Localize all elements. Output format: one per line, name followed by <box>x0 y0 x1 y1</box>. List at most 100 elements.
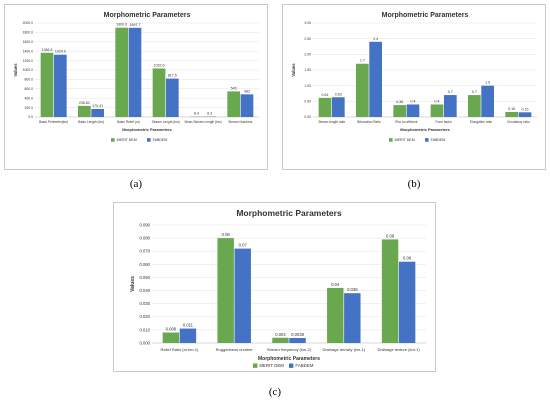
y-axis-label: Values <box>291 63 296 77</box>
x-tick-label: Bifurcation Ratio <box>357 120 381 124</box>
bar-merit-dem <box>318 97 332 117</box>
x-tick-label: Rho co-efficient <box>395 120 417 124</box>
chart-panel-a: Morphometric Parameters 0.0 200.0 400.0 600.… <box>4 4 268 170</box>
y-tick-label: 3.00 <box>304 21 311 25</box>
legend-swatch <box>389 138 393 142</box>
data-label: 545 <box>231 86 237 90</box>
bar-merit-dem <box>381 239 399 343</box>
x-axis-label: Morphometric Parameters <box>258 356 320 362</box>
bar-merit-dem <box>327 287 344 343</box>
data-label: 0.7 <box>472 90 477 94</box>
x-tick-label: Relief Ratio (m.km-1) <box>161 347 199 352</box>
data-label: 0.63 <box>335 92 342 96</box>
legend-swatch <box>111 138 115 142</box>
y-tick-label: 0.090 <box>140 222 151 227</box>
y-tick-label: 600.0 <box>25 87 34 91</box>
data-label: 482 <box>244 89 250 93</box>
data-label: 0.7 <box>448 90 453 94</box>
x-tick-label: Form factor <box>436 120 453 124</box>
y-tick-label: 0.000 <box>140 340 151 345</box>
bar-merit-dem <box>356 63 369 117</box>
bar-fabdem <box>331 97 345 117</box>
data-label: 0.4 <box>435 99 440 103</box>
data-label: 0.08 <box>386 233 395 238</box>
data-label: 817.5 <box>168 74 177 78</box>
bar-fabdem <box>91 108 104 117</box>
y-tick-label: 1400.0 <box>23 49 33 53</box>
y-tick-label: 800.0 <box>25 78 34 82</box>
bar-merit-dem <box>40 52 54 117</box>
y-tick-label: 1800.0 <box>23 31 33 35</box>
data-label: 8.4 <box>194 112 199 116</box>
bar-fabdem <box>481 85 494 117</box>
bar-merit-dem <box>272 337 289 343</box>
x-tick-label: Stream length ratio <box>318 120 345 124</box>
y-tick-label: 1.00 <box>304 84 311 88</box>
bar-merit-dem <box>505 111 519 117</box>
data-label: 0.38 <box>396 100 403 104</box>
data-label: 1.0 <box>485 81 490 85</box>
y-tick-label: 0.030 <box>140 301 151 306</box>
bar-merit-dem <box>217 238 234 343</box>
bar-fabdem <box>289 338 306 343</box>
data-label: 1900.0 <box>116 23 127 27</box>
x-tick-label: Mean Stream Length (km) <box>184 120 221 124</box>
y-tick-label: 2000.0 <box>23 21 33 25</box>
bar-fabdem <box>128 27 142 118</box>
bar-fabdem <box>443 95 457 117</box>
x-tick-label: Stream Numbers <box>228 120 252 124</box>
x-axis-label: Morphometric Parameters <box>122 127 172 132</box>
bar-fabdem <box>369 41 382 117</box>
bar-fabdem <box>398 261 416 343</box>
y-tick-label: 0.00 <box>304 115 311 119</box>
bar-fabdem <box>518 112 532 117</box>
x-tick-label: Drainage density (km-1) <box>322 347 365 352</box>
chart-title: Morphometric Parameters <box>104 12 191 19</box>
x-tick-label: Basin Length (km) <box>78 120 104 124</box>
y-tick-label: 0.070 <box>140 249 151 254</box>
y-tick-label: 0.020 <box>140 314 151 319</box>
data-label: 1032.6 <box>154 63 165 67</box>
y-tick-label: 0.060 <box>140 262 151 267</box>
data-label: 0.4 <box>410 99 415 103</box>
data-label: 1.7 <box>360 59 365 63</box>
legend-swatch <box>289 363 294 368</box>
bar-fabdem <box>53 54 67 117</box>
x-tick-label: Elongation ratio <box>470 120 492 124</box>
bar-merit-dem <box>430 104 444 117</box>
data-label: 1897.7 <box>129 23 140 27</box>
legend-label: FABDEM <box>295 363 313 368</box>
chart-title: Morphometric Parameters <box>382 12 469 19</box>
data-label: 0.038 <box>347 287 358 292</box>
y-tick-label: 1600.0 <box>23 40 33 44</box>
caption-a: (a) <box>129 178 143 190</box>
data-label: 0.011 <box>183 323 194 328</box>
y-tick-label: 200.0 <box>25 106 34 110</box>
chart-c: Morphometric Parameters 0.000 0.010 0.020 0.… <box>130 208 426 368</box>
x-tick-label: Stream Length (km) <box>152 120 180 124</box>
bar-merit-dem <box>162 332 180 343</box>
data-label: 8.3 <box>207 112 212 116</box>
bar-merit-dem <box>115 27 129 118</box>
x-tick-label: Basin Perimeter(km) <box>39 120 68 124</box>
legend-swatch <box>425 138 429 142</box>
y-tick-label: 400.0 <box>25 96 34 100</box>
x-tick-label: Circulatory ratio <box>507 120 530 124</box>
data-label: 1324.9 <box>55 50 66 54</box>
bar-fabdem <box>344 293 361 343</box>
data-label: 0.004 <box>275 332 286 337</box>
x-axis-label: Morphometric Parameters <box>400 127 450 132</box>
y-tick-label: 0.50 <box>304 100 311 104</box>
legend-swatch <box>147 138 151 142</box>
chart-title: Morphometric Parameters <box>236 208 342 218</box>
data-label: 0.08 <box>222 232 231 237</box>
data-label: 0.16 <box>508 107 515 111</box>
bar-fabdem <box>240 94 254 117</box>
y-tick-label: 0.080 <box>140 236 151 241</box>
legend-swatch <box>253 363 258 368</box>
data-label: 0.04 <box>331 282 340 287</box>
legend-label: MERIT DEM <box>117 138 137 142</box>
data-label: 2.4 <box>373 37 378 41</box>
y-tick-label: 2.00 <box>304 53 311 57</box>
y-axis-label: Values <box>130 276 136 292</box>
